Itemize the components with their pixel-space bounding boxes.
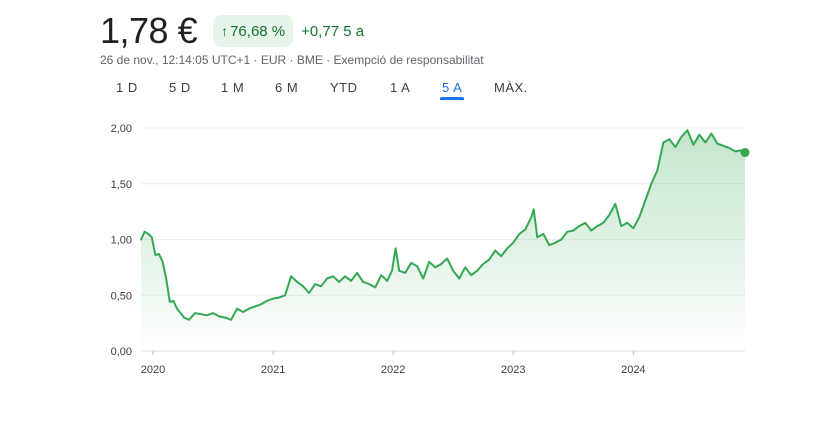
last-price-marker	[740, 148, 750, 158]
quote-header: 1,78 € ↑ 76,68 % +0,77 5 a	[100, 8, 364, 54]
absolute-change-value: +0,77	[301, 22, 340, 40]
x-tick-label: 2024	[621, 364, 645, 376]
x-tick-label: 2021	[261, 364, 285, 376]
y-tick-label: 2,00	[111, 123, 132, 135]
percent-change-badge: ↑ 76,68 %	[213, 15, 294, 47]
x-tick-label: 2020	[141, 364, 165, 376]
tab-1d[interactable]: 1 D	[116, 80, 138, 95]
percent-change-value: 76,68 %	[230, 22, 286, 40]
quote-meta: 26 de nov., 12:14:05 UTC+1 · EUR · BME ·…	[100, 53, 484, 67]
change-period: 5 a	[343, 22, 365, 40]
y-tick-label: 1,00	[111, 235, 132, 247]
absolute-change: +0,77 5 a	[301, 23, 364, 40]
arrow-up-icon: ↑	[221, 23, 229, 39]
price-area	[141, 130, 745, 351]
tab-max[interactable]: MÀX.	[494, 80, 528, 95]
y-tick-label: 1,50	[111, 179, 132, 191]
price-line	[140, 129, 746, 321]
tab-1a[interactable]: 1 A	[390, 80, 411, 95]
y-tick-label: 0,00	[111, 346, 132, 358]
tab-5d[interactable]: 5 D	[169, 80, 191, 95]
x-tick-label: 2023	[501, 364, 525, 376]
tab-1m[interactable]: 1 M	[221, 80, 245, 95]
current-price: 1,78 €	[100, 10, 198, 51]
tab-6m[interactable]: 6 M	[275, 80, 299, 95]
x-tick-label: 2022	[381, 364, 405, 376]
tab-ytd[interactable]: YTD	[330, 80, 358, 95]
tab-5a[interactable]: 5 A	[439, 78, 465, 100]
y-tick-label: 0,50	[111, 290, 132, 302]
